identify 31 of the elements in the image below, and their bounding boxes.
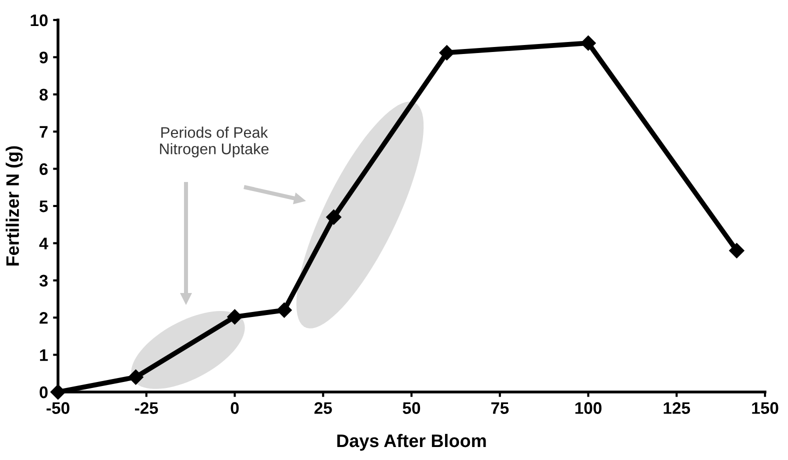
- y-axis-title: Fertilizer N (g): [6, 146, 23, 266]
- point: [439, 45, 454, 60]
- y-tick-label: 5: [40, 200, 48, 212]
- point: [326, 210, 342, 225]
- y-tick-label: 1: [40, 349, 48, 361]
- y-tick-label: 3: [39, 274, 48, 287]
- point: [729, 243, 744, 258]
- point: [580, 35, 596, 51]
- annotation: Periods of Peak Nitrogen Uptake: [160, 126, 269, 158]
- x-tick-label: 125: [664, 402, 690, 414]
- x-tick-label: 75: [491, 402, 509, 414]
- x-tick-label: 25: [314, 402, 332, 414]
- x-tick-label: 150: [752, 402, 778, 414]
- x-tick-label: 0: [230, 402, 239, 414]
- point: [50, 384, 66, 400]
- y-tick-label: 0: [40, 386, 48, 398]
- x-tick-label: 100: [575, 402, 602, 414]
- point: [227, 309, 242, 324]
- y-tick-label: 10: [30, 14, 48, 26]
- point: [276, 302, 292, 318]
- point: [128, 370, 144, 385]
- y-tick-label: 9: [40, 52, 48, 64]
- y-tick-label: 2: [40, 312, 48, 324]
- x-tick-label: -25: [134, 402, 158, 414]
- x-axis-title: Days After Bloom: [337, 434, 486, 451]
- y-tick-label: 4: [39, 238, 48, 250]
- x-tick-label: 50: [402, 402, 420, 414]
- y-tick-label: 8: [40, 88, 48, 101]
- y-tick-label: 6: [40, 163, 48, 176]
- y-tick-label: 7: [40, 126, 48, 138]
- x-tick-label: -50: [46, 402, 70, 414]
